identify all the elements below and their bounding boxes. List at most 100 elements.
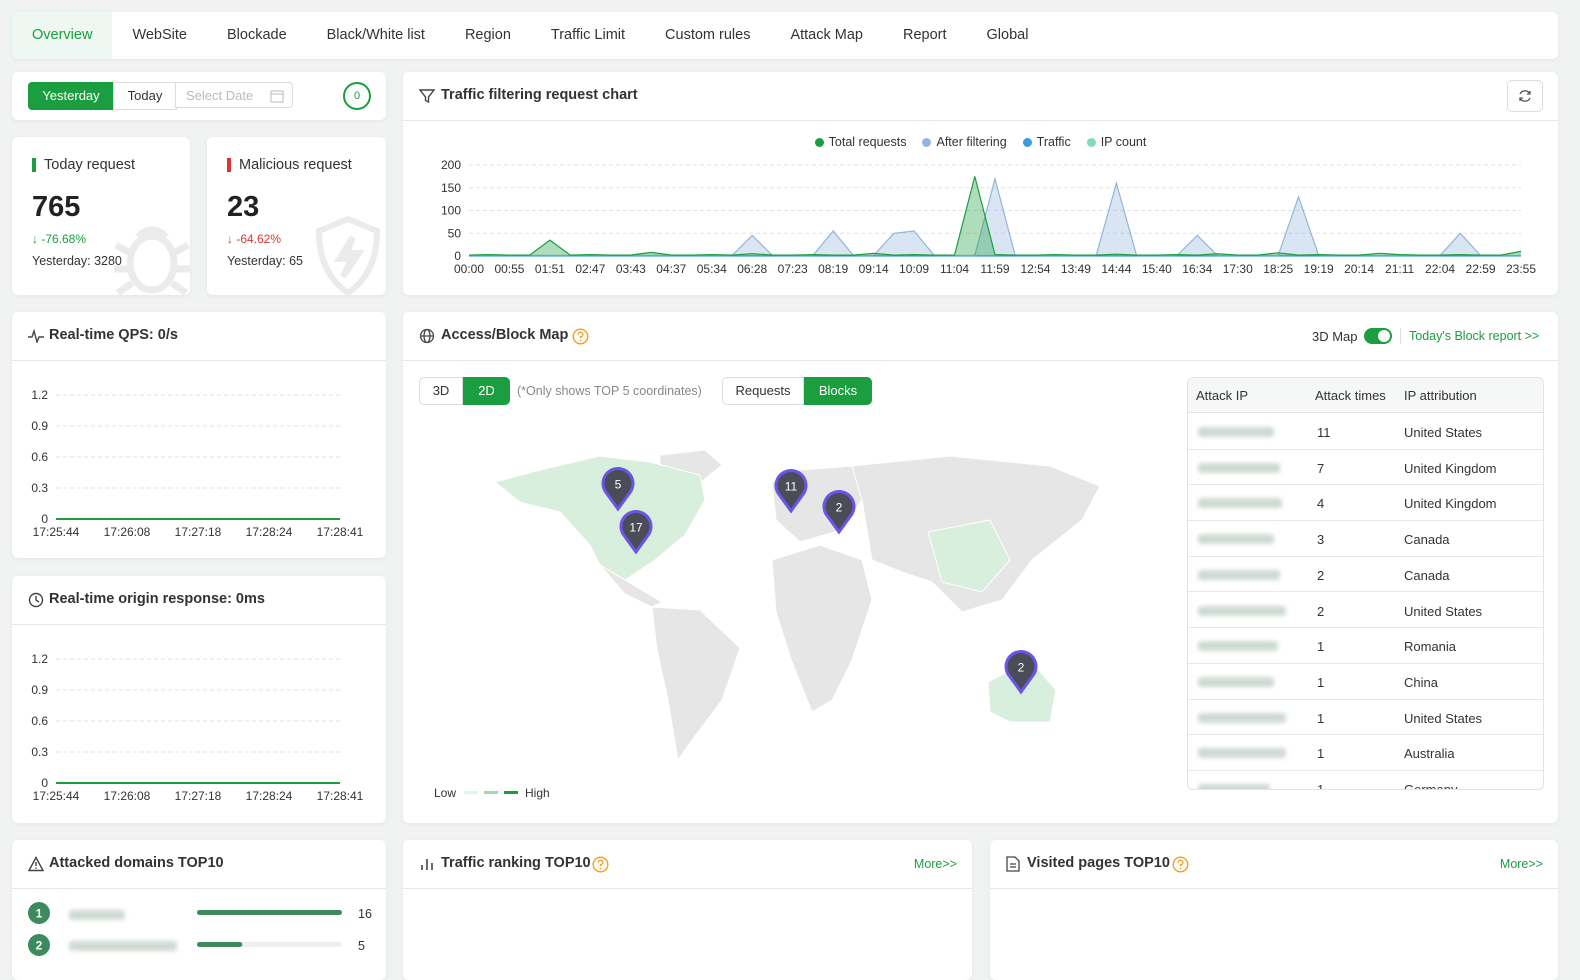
- yesterday-button[interactable]: Yesterday: [28, 82, 114, 110]
- card-title: Access/Block Map: [441, 327, 568, 343]
- blurred-ip: [1198, 641, 1278, 651]
- tab[interactable]: Region: [445, 12, 531, 59]
- attack-times: 4: [1317, 496, 1324, 511]
- table-row: 4United Kingdom: [1188, 484, 1543, 521]
- help-icon[interactable]: [572, 328, 589, 345]
- stat-card: Malicious request 23 ↓ -64.62% Yesterday…: [207, 137, 386, 295]
- table-row: 1 Germany: [1188, 770, 1543, 790]
- card-header: Traffic filtering request chart: [403, 72, 1558, 121]
- date-picker[interactable]: Select Date: [175, 82, 293, 108]
- qps-card: Real-time QPS: 0/s: [12, 312, 386, 558]
- stat-label: Malicious request: [239, 157, 352, 173]
- warning-icon: [28, 856, 44, 872]
- clock-icon: [28, 592, 44, 608]
- tab[interactable]: Blockade: [207, 12, 307, 59]
- more-link[interactable]: More>>: [914, 857, 957, 871]
- tab[interactable]: WebSite: [112, 12, 207, 59]
- legend-swatch: [504, 791, 518, 794]
- tab[interactable]: Attack Map: [770, 12, 883, 59]
- globe-icon: [419, 328, 435, 344]
- ip-attribution: United Kingdom: [1404, 461, 1497, 476]
- domains-card: Attacked domains TOP10: [12, 840, 386, 980]
- attack-times: 11: [1317, 425, 1331, 440]
- tab-bar: OverviewWebSiteBlockadeBlack/White listR…: [12, 12, 1558, 59]
- blurred-domain: [69, 910, 125, 920]
- legend-low: Low: [434, 786, 456, 800]
- table-row: 11 United States: [1188, 413, 1543, 450]
- attack-times: 2: [1317, 568, 1324, 583]
- legend: Total requestsAfter filteringTrafficIP c…: [403, 135, 1558, 149]
- tab[interactable]: Black/White list: [307, 12, 445, 59]
- refresh-button[interactable]: [1507, 80, 1543, 112]
- ip-attribution: Canada: [1404, 532, 1450, 547]
- table-row: 1United States: [1188, 699, 1543, 736]
- blurred-ip: [1198, 677, 1274, 687]
- view-3d-button[interactable]: 3D: [419, 377, 463, 405]
- legend-swatch: [464, 791, 478, 794]
- blurred-ip: [1198, 427, 1274, 437]
- card-title: Traffic ranking TOP10: [441, 855, 591, 871]
- column-header: IP attribution: [1404, 388, 1477, 403]
- legend-item: Total requests: [815, 135, 907, 149]
- help-icon[interactable]: [592, 856, 609, 873]
- stat-yesterday: Yesterday: 3280: [32, 254, 122, 268]
- toggle-switch[interactable]: [1364, 328, 1392, 344]
- traffic-card: Traffic filtering request chart Total re…: [403, 72, 1558, 295]
- more-link[interactable]: More>>: [1500, 857, 1543, 871]
- legend-label: IP count: [1101, 135, 1147, 149]
- toggle-label: 3D Map: [1312, 329, 1358, 344]
- date-placeholder: Select Date: [186, 88, 253, 103]
- report-link[interactable]: Today's Block report >>: [1409, 329, 1539, 343]
- card-title: Real-time QPS: 0/s: [49, 327, 178, 343]
- blurred-ip: [1198, 463, 1280, 473]
- card-header: Visited pages TOP10 More>>: [990, 840, 1558, 889]
- legend-label: Total requests: [829, 135, 907, 149]
- help-icon[interactable]: [1172, 856, 1189, 873]
- pulse-icon: [28, 329, 44, 343]
- traffic-ranking-card: Traffic ranking TOP10 More>>: [403, 840, 972, 980]
- shield-watermark: [313, 215, 383, 295]
- tab[interactable]: Report: [883, 12, 967, 59]
- blocks-button[interactable]: Blocks: [804, 377, 872, 405]
- requests-button[interactable]: Requests: [722, 377, 804, 405]
- stat-accent: [227, 158, 231, 172]
- blurred-ip: [1198, 606, 1286, 616]
- date-filter: Yesterday Today Select Date 0: [12, 72, 386, 120]
- table-row: 1Romania: [1188, 627, 1543, 664]
- attack-times: 2: [1317, 604, 1324, 619]
- bars-icon: [420, 857, 434, 871]
- visited-pages-card: Visited pages TOP10 More>>: [990, 840, 1558, 980]
- today-button[interactable]: Today: [113, 82, 177, 110]
- stat-label: Today request: [44, 157, 135, 173]
- attack-times: 1: [1317, 782, 1324, 790]
- origin-card: Real-time origin response: 0ms: [12, 576, 386, 823]
- tab[interactable]: Global: [967, 12, 1049, 59]
- ip-attribution: Germany: [1404, 782, 1457, 790]
- refresh-counter[interactable]: 0: [343, 82, 371, 110]
- divider: [1400, 328, 1401, 344]
- view-2d-button[interactable]: 2D: [463, 377, 510, 405]
- stat-change: ↓ -76.68%: [32, 232, 86, 246]
- legend-item: Traffic: [1023, 135, 1071, 149]
- card-title: Attacked domains TOP10: [49, 855, 224, 871]
- attack-times: 1: [1317, 746, 1324, 761]
- stat-change: ↓ -64.62%: [227, 232, 281, 246]
- ip-attribution: China: [1404, 675, 1438, 690]
- legend-dot: [1087, 138, 1096, 147]
- ip-attribution: Australia: [1404, 746, 1455, 761]
- attack-times: 1: [1317, 639, 1324, 654]
- ip-attribution: United States: [1404, 425, 1482, 440]
- card-header: Attacked domains TOP10: [12, 840, 386, 889]
- tab[interactable]: Custom rules: [645, 12, 770, 59]
- stat-value: 765: [32, 191, 80, 224]
- tab[interactable]: Overview: [12, 12, 112, 59]
- card-title: Traffic filtering request chart: [441, 87, 638, 103]
- stat-accent: [32, 158, 36, 172]
- blurred-ip: [1198, 784, 1270, 790]
- bug-watermark: [112, 213, 190, 295]
- blurred-domain: [69, 941, 177, 951]
- attack-times: 1: [1317, 675, 1324, 690]
- blurred-ip: [1198, 498, 1282, 508]
- tab[interactable]: Traffic Limit: [531, 12, 645, 59]
